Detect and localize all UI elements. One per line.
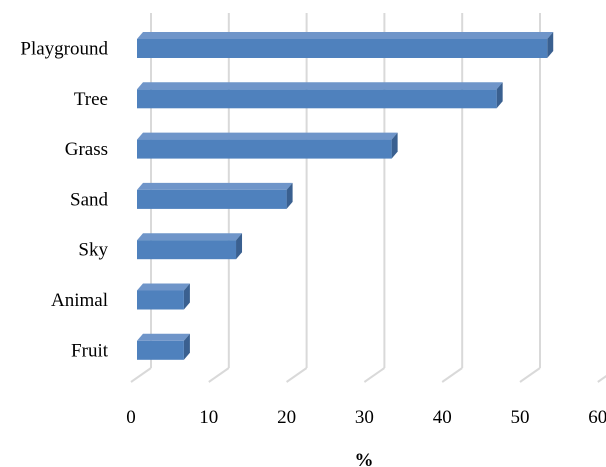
category-label: Sky	[78, 240, 108, 261]
category-label: Animal	[51, 290, 108, 311]
gridline-floor	[520, 368, 540, 382]
bar	[137, 32, 553, 58]
gridline-floor	[598, 368, 606, 382]
x-tick-label: 60	[588, 407, 606, 428]
category-labels: Playground Tree Grass Sand Sky Animal Fruit	[20, 39, 108, 362]
gridline-floor	[131, 368, 151, 382]
x-tick-label: 30	[355, 407, 374, 428]
gridline-floor	[209, 368, 229, 382]
category-label: Tree	[74, 89, 108, 110]
bar	[137, 183, 293, 209]
category-label: Fruit	[71, 340, 109, 361]
bar-top-face	[137, 284, 190, 291]
bar	[137, 233, 242, 259]
bar-front-face	[137, 341, 184, 360]
bar	[137, 82, 503, 108]
bars	[137, 32, 553, 360]
x-tick-label: 40	[433, 407, 452, 428]
gridline-floor	[287, 368, 307, 382]
x-tick-label: 0	[126, 407, 136, 428]
bar	[137, 334, 190, 360]
bar	[137, 284, 190, 310]
x-tick-label: 50	[511, 407, 530, 428]
bar-front-face	[137, 291, 184, 310]
bar-front-face	[137, 39, 547, 58]
category-label: Sand	[70, 189, 109, 210]
bar-top-face	[137, 334, 190, 341]
bar-top-face	[137, 133, 398, 140]
category-label: Grass	[65, 139, 108, 160]
category-label: Playground	[20, 39, 108, 60]
bar-front-face	[137, 140, 392, 159]
x-tick-label: 10	[199, 407, 218, 428]
gridline-floor	[442, 368, 462, 382]
gridline-floor	[364, 368, 384, 382]
bar-front-face	[137, 89, 497, 108]
bar	[137, 133, 398, 159]
bar-top-face	[137, 233, 242, 240]
x-tick-labels: 0 10 20 30 40 50 60	[126, 407, 606, 428]
bar-top-face	[137, 183, 293, 190]
bar-front-face	[137, 190, 287, 209]
bar-top-face	[137, 32, 553, 39]
x-tick-label: 20	[277, 407, 296, 428]
bar-front-face	[137, 240, 236, 259]
x-axis-title: %	[355, 450, 374, 467]
bar-top-face	[137, 82, 503, 89]
